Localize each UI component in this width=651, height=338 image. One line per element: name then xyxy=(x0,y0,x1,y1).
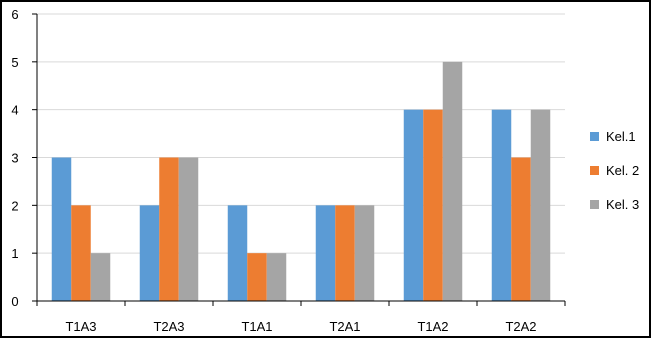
bar xyxy=(423,109,443,302)
gridlines xyxy=(37,13,565,254)
x-tick-label: T1A3 xyxy=(65,319,96,334)
bar xyxy=(491,109,512,302)
x-tick-label: T1A2 xyxy=(417,319,448,334)
legend-swatch xyxy=(590,200,599,209)
y-tick-labels: 0 1 2 3 4 5 6 xyxy=(11,7,18,309)
bar xyxy=(159,157,179,301)
bar xyxy=(247,253,267,301)
bar xyxy=(403,109,424,302)
bar xyxy=(90,253,111,301)
legend-label: Kel.1 xyxy=(606,129,636,144)
legend-swatch xyxy=(590,132,599,141)
y-tick-label: 2 xyxy=(11,198,18,213)
bar xyxy=(354,205,375,301)
bar xyxy=(335,205,355,301)
legend-swatch xyxy=(590,166,599,175)
bar xyxy=(266,253,287,301)
bars xyxy=(51,61,551,302)
bar xyxy=(511,157,531,301)
x-tick-label: T1A1 xyxy=(241,319,272,334)
bar xyxy=(315,205,336,301)
y-tick-label: 4 xyxy=(11,103,18,118)
bar xyxy=(227,205,248,301)
bar xyxy=(442,61,463,302)
bar xyxy=(178,157,199,301)
axes xyxy=(32,13,566,306)
y-tick-label: 3 xyxy=(11,151,18,166)
y-tick-label: 1 xyxy=(11,246,18,261)
y-tick-label: 5 xyxy=(11,55,18,70)
bar xyxy=(71,205,91,301)
x-tick-label: T2A2 xyxy=(505,319,536,334)
legend-label: Kel. 2 xyxy=(606,163,639,178)
y-tick-label: 6 xyxy=(11,7,18,22)
bar xyxy=(530,109,551,302)
x-tick-label: T2A1 xyxy=(329,319,360,334)
bar xyxy=(51,157,72,301)
bar xyxy=(139,205,160,301)
legend: Kel.1 Kel. 2 Kel. 3 xyxy=(590,129,639,212)
y-tick-label: 0 xyxy=(11,294,18,309)
legend-label: Kel. 3 xyxy=(606,197,639,212)
x-tick-label: T2A3 xyxy=(153,319,184,334)
x-tick-labels: T1A3 T2A3 T1A1 T2A1 T1A2 T2A2 xyxy=(65,319,536,334)
